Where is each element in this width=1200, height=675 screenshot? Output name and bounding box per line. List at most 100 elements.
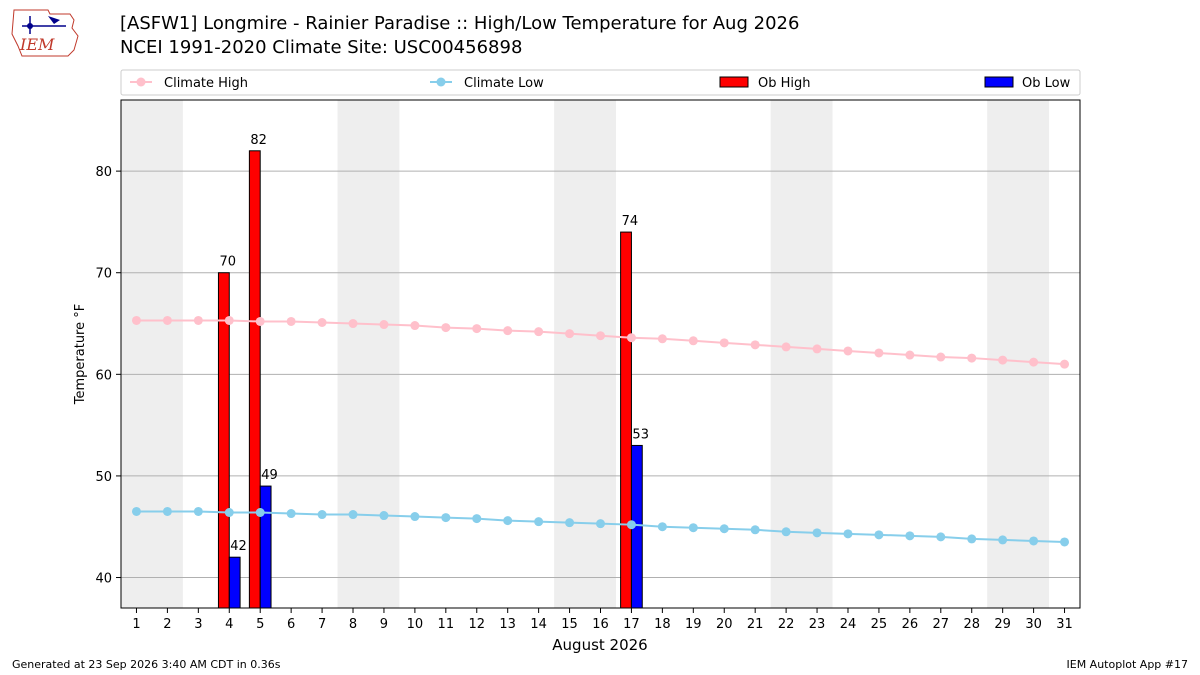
y-tick-label: 60	[95, 368, 112, 383]
x-tick-label: 16	[592, 617, 609, 632]
x-tick-label: 24	[840, 617, 857, 632]
x-tick-label: 23	[809, 617, 826, 632]
climate-low-point	[472, 514, 482, 524]
x-tick-label: 8	[349, 617, 357, 632]
climate-low-point	[781, 527, 791, 537]
climate-high-point	[1029, 357, 1039, 367]
climate-high-point	[162, 315, 172, 325]
chart-subtitle: NCEI 1991-2020 Climate Site: USC00456898	[120, 37, 523, 58]
climate-low-point	[534, 517, 544, 527]
climate-low-point	[967, 534, 977, 544]
x-tick-label: 17	[623, 617, 640, 632]
climate-high-point	[1060, 359, 1070, 369]
bar-value-label: 53	[632, 427, 649, 442]
x-tick-label: 18	[654, 617, 671, 632]
climate-high-point	[410, 321, 420, 331]
climate-low-point	[255, 507, 265, 517]
climate-low-point	[131, 506, 141, 516]
chart-title: [ASFW1] Longmire - Rainier Paradise :: H…	[120, 13, 800, 34]
x-tick-label: 9	[380, 617, 388, 632]
bar-value-label: 49	[261, 468, 278, 483]
x-tick-label: 19	[685, 617, 702, 632]
x-tick-label: 2	[163, 617, 171, 632]
climate-high-point	[967, 353, 977, 363]
bar-ob-high	[620, 231, 632, 609]
x-tick-label: 28	[963, 617, 980, 632]
climate-high-point	[657, 334, 667, 344]
climate-low-point	[224, 507, 234, 517]
climate-low-point	[379, 511, 389, 521]
climate-low-point	[657, 522, 667, 532]
climate-high-point	[317, 318, 327, 328]
climate-high-point	[688, 336, 698, 346]
climate-high-point	[626, 333, 636, 343]
bar-ob-low	[259, 485, 272, 609]
bar-value-label: 82	[250, 133, 267, 148]
climate-low-point	[193, 506, 203, 516]
climate-high-point	[905, 350, 915, 360]
climate-high-point	[596, 331, 605, 341]
climate-high-point	[131, 315, 141, 325]
x-tick-label: 21	[747, 617, 764, 632]
bar-ob-high	[248, 150, 261, 609]
climate-high-point	[379, 320, 389, 330]
weekend-shade	[770, 100, 833, 608]
climate-low-point	[905, 531, 915, 541]
climate-high-point	[812, 344, 822, 354]
legend-climate-low-marker	[436, 77, 446, 87]
weekend-shade	[987, 100, 1050, 608]
x-tick-label: 3	[194, 617, 202, 632]
climate-high-point	[286, 316, 296, 326]
climate-high-point	[503, 326, 513, 336]
y-tick-label: 50	[95, 470, 112, 485]
gridlines	[121, 170, 1080, 579]
climate-high-point	[781, 342, 791, 352]
climate-low-point	[936, 532, 946, 542]
x-tick-label: 11	[438, 617, 455, 632]
legend-ob-high-label: Ob High	[758, 76, 811, 91]
x-tick-label: 14	[530, 617, 547, 632]
climate-low-point	[441, 513, 451, 523]
x-tick-label: 27	[933, 617, 950, 632]
x-tick-label: 31	[1056, 617, 1073, 632]
climate-high-point	[843, 346, 853, 356]
climate-low-point	[162, 506, 172, 516]
climate-high-point	[224, 315, 234, 325]
climate-low-point	[348, 510, 358, 520]
climate-high-point	[441, 323, 451, 333]
x-tick-label: 29	[994, 617, 1011, 632]
weekend-shade	[337, 100, 400, 608]
climate-low-point	[719, 524, 729, 534]
x-tick-label: 10	[407, 617, 424, 632]
climate-high-point	[534, 327, 544, 337]
logo-text: IEM	[19, 35, 55, 54]
x-tick-label: 5	[256, 617, 264, 632]
climate-high-point	[936, 352, 946, 362]
x-tick-label: 15	[561, 617, 578, 632]
x-tick-label: 13	[499, 617, 516, 632]
climate-low-point	[503, 516, 513, 526]
bar-ob-low	[228, 556, 241, 609]
climate-low-point	[596, 519, 605, 529]
x-tick-label: 12	[468, 617, 485, 632]
climate-high-point	[750, 340, 760, 350]
climate-low-point	[286, 509, 296, 519]
y-tick-label: 70	[95, 267, 112, 282]
x-axis-label: August 2026	[552, 636, 647, 654]
legend-ob-low-swatch	[984, 76, 1014, 88]
climate-high-point	[472, 324, 482, 334]
legend-climate-high-label: Climate High	[164, 76, 248, 91]
climate-lines	[131, 315, 1070, 547]
legend-ob-high-swatch	[719, 76, 749, 88]
climate-low-point	[626, 520, 636, 530]
climate-low-point	[1060, 537, 1070, 547]
climate-low-point	[688, 523, 698, 533]
climate-low-point	[565, 518, 575, 528]
climate-low-point	[750, 525, 760, 535]
climate-high-point	[565, 329, 575, 339]
y-tick-label: 40	[95, 572, 112, 587]
climate-high-point	[998, 355, 1008, 365]
legend-frame	[120, 69, 1081, 96]
app-id: IEM Autoplot App #17	[1066, 658, 1189, 671]
